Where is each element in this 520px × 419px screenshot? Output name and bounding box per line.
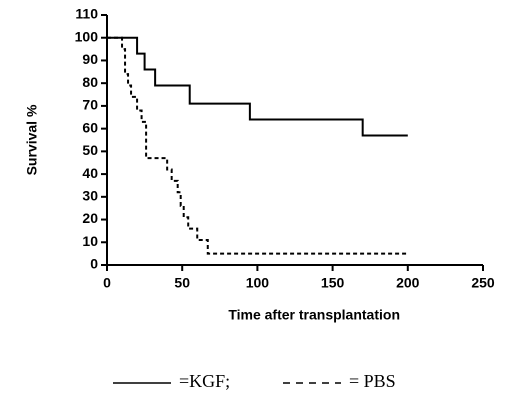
y-tick-label: 70: [82, 97, 98, 113]
y-tick-label: 100: [75, 28, 99, 44]
x-tick-label: 150: [321, 275, 345, 291]
x-tick-label: 250: [471, 275, 495, 291]
y-tick-label: 80: [82, 74, 98, 90]
x-axis-label: Time after transplantation: [228, 307, 400, 323]
series-line: [107, 36, 408, 137]
x-tick-label: 50: [174, 275, 190, 291]
y-tick-label: 50: [82, 142, 98, 158]
y-tick-label: 20: [82, 210, 98, 226]
x-tick-label: 200: [396, 275, 420, 291]
legend-label: = PBS: [349, 371, 396, 391]
legend-label: =KGF;: [179, 371, 230, 391]
x-tick-label: 0: [103, 275, 111, 291]
y-tick-label: 110: [75, 6, 98, 22]
x-tick-label: 100: [246, 275, 270, 291]
y-tick-label: 40: [82, 165, 98, 181]
y-tick-label: 60: [82, 119, 98, 135]
y-tick-label: 0: [90, 256, 98, 272]
y-tick-label: 10: [82, 233, 98, 249]
series-line: [107, 36, 408, 255]
y-tick-label: 30: [82, 188, 98, 204]
y-tick-label: 90: [82, 51, 98, 67]
y-axis-label: Survival %: [24, 104, 40, 175]
